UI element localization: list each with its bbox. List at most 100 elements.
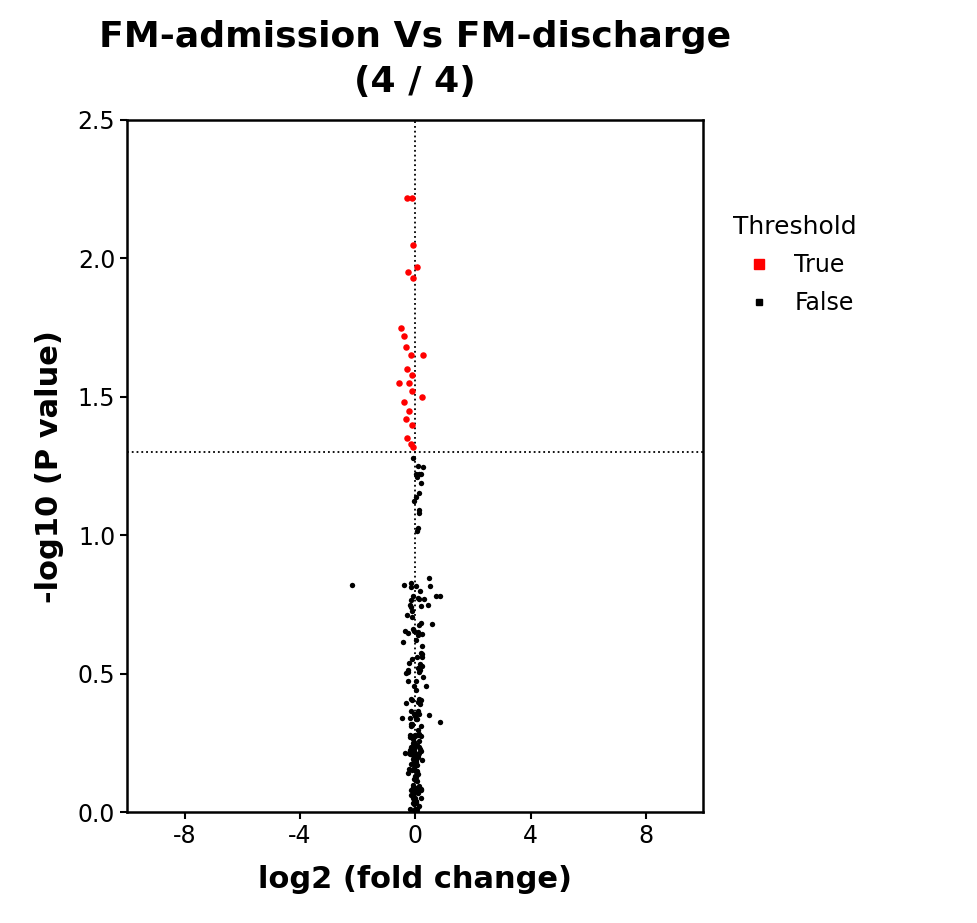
Point [400, 766, 415, 781]
Point [405, 791, 421, 806]
Point [410, 723, 426, 737]
Point [411, 505, 427, 520]
Point [404, 384, 420, 399]
Point [410, 749, 426, 764]
Point [405, 756, 421, 771]
Point [413, 718, 429, 733]
Point [402, 376, 417, 390]
Point [414, 639, 430, 653]
Point [407, 770, 423, 785]
Point [409, 523, 425, 538]
Point [414, 647, 430, 662]
Point [407, 706, 423, 721]
Y-axis label: -log10 (P value): -log10 (P value) [35, 330, 64, 603]
Point [414, 650, 430, 665]
Point [413, 692, 429, 707]
Point [400, 626, 415, 641]
Point [410, 591, 426, 605]
Point [405, 751, 421, 766]
Point [401, 265, 416, 280]
Point [408, 749, 424, 764]
Point [400, 431, 415, 446]
Point [407, 758, 423, 773]
Point [405, 588, 421, 603]
Point [402, 742, 417, 757]
Point [407, 727, 423, 742]
Point [400, 607, 415, 622]
Point [406, 739, 422, 754]
Point [407, 790, 423, 805]
Point [409, 748, 425, 762]
Point [344, 578, 360, 593]
Point [411, 707, 427, 722]
Point [411, 726, 427, 741]
Point [406, 785, 422, 800]
Point [403, 575, 418, 590]
Point [407, 801, 423, 816]
Point [420, 597, 436, 612]
Point [407, 755, 423, 770]
Point [413, 744, 429, 759]
Point [408, 763, 424, 778]
Point [407, 682, 423, 697]
Point [403, 730, 418, 745]
Point [409, 650, 425, 665]
Point [393, 320, 408, 335]
Point [413, 782, 429, 797]
Point [403, 703, 418, 718]
Point [413, 729, 429, 744]
Point [398, 624, 413, 639]
Point [405, 439, 421, 454]
Point [414, 627, 430, 641]
Point [405, 621, 421, 636]
Point [408, 758, 424, 773]
Point [409, 470, 425, 485]
Point [401, 761, 416, 776]
Point [412, 741, 428, 756]
Point [406, 769, 422, 784]
Point [405, 803, 421, 818]
Point [409, 259, 425, 274]
Point [404, 777, 420, 792]
Point [410, 661, 426, 676]
Point [413, 791, 429, 806]
Point [411, 745, 427, 760]
Point [405, 780, 421, 795]
Point [400, 190, 415, 205]
Point [411, 665, 427, 679]
Point [405, 797, 421, 811]
Point [413, 476, 429, 491]
Point [404, 593, 419, 608]
Point [409, 804, 425, 819]
Point [414, 753, 430, 768]
Point [407, 764, 423, 779]
Point [408, 784, 424, 798]
Point [408, 712, 424, 726]
Point [410, 521, 426, 535]
Point [405, 787, 421, 802]
Point [407, 753, 423, 768]
Point [408, 673, 424, 688]
Point [404, 716, 419, 731]
Point [406, 707, 422, 722]
Point [402, 747, 417, 761]
Point [414, 659, 430, 674]
Point [424, 617, 440, 631]
Point [396, 395, 411, 410]
Point [410, 748, 426, 762]
Point [401, 745, 416, 760]
Point [403, 728, 418, 743]
Point [404, 604, 420, 618]
Point [401, 673, 416, 688]
Point [403, 580, 418, 594]
Point [400, 665, 415, 679]
Point [411, 692, 427, 707]
Point [422, 579, 438, 593]
Point [414, 390, 430, 404]
Point [395, 711, 410, 725]
Point [406, 797, 422, 811]
Point [404, 610, 420, 625]
Point [406, 734, 422, 749]
Point [403, 801, 418, 816]
Point [404, 693, 420, 708]
